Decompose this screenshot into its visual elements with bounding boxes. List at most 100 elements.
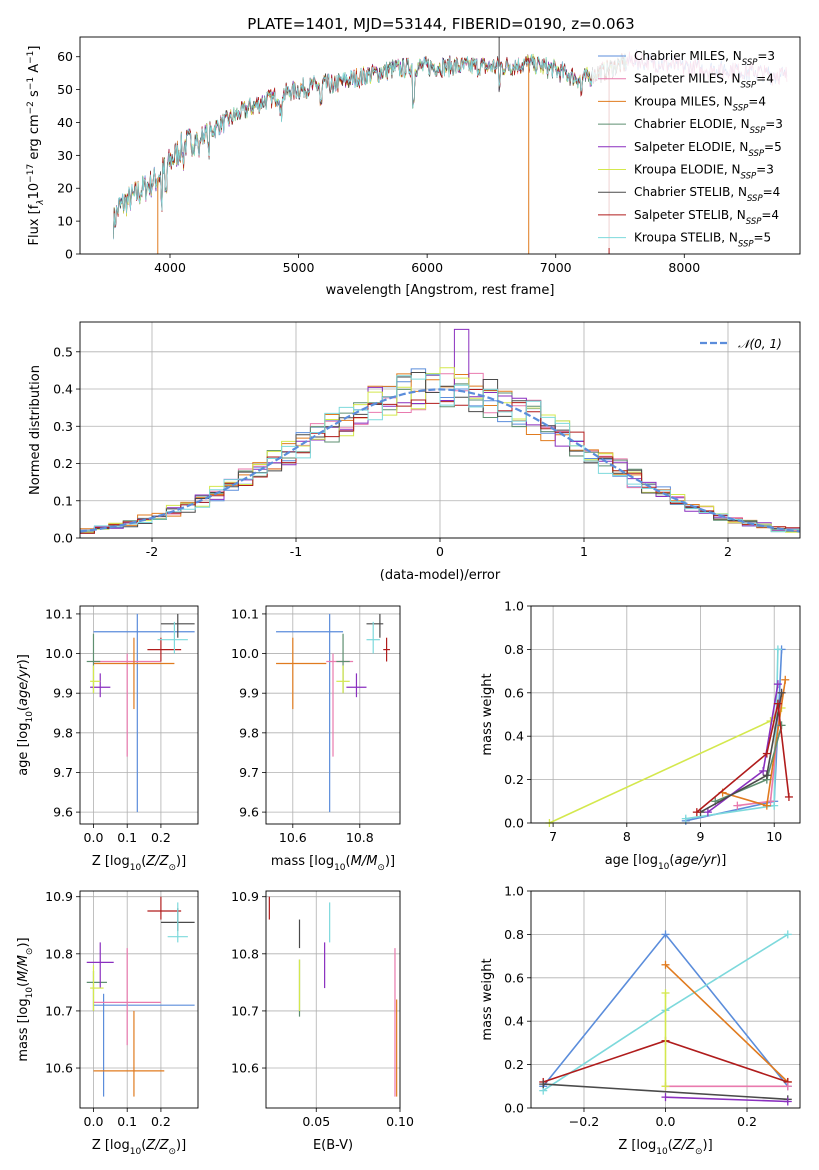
- mass-vs-Z-xlabel: Z [log10(Z/Z⊙)]: [92, 1138, 186, 1157]
- errorbar-point: [93, 653, 161, 757]
- weight-point-marker: [781, 675, 790, 684]
- normal-curve: [79, 388, 801, 533]
- legend-label: 𝒩(0, 1): [738, 337, 782, 351]
- weight-point-marker: [661, 960, 670, 969]
- histogram-series: [80, 367, 800, 533]
- y-tick-label: 0.2: [504, 772, 524, 787]
- weight-vs-age-axes: 7 8 9 10 0.0 0.2 0.4 0.6 0.8 1.0 age [log10(age/yr…: [480, 599, 800, 872]
- legend-box: [592, 44, 796, 248]
- axes-frame: [530, 890, 801, 1109]
- errorbar-point: [93, 637, 175, 710]
- errorbar-point: [167, 902, 188, 943]
- y-tick-label: 10.1: [231, 606, 259, 621]
- age-vs-mass-axes: 10.6 10.8 9.6 9.7 9.8 9.9 10.0 10.1 mass [log10(…: [231, 606, 400, 873]
- legend-label: Salpeter ELODIE, NSSP=5: [634, 140, 782, 159]
- weight-series-line: [543, 1083, 788, 1101]
- y-tick-label: 10.6: [231, 1061, 259, 1076]
- weight-series-line: [696, 703, 790, 813]
- x-tick-label: 0.1: [117, 830, 137, 845]
- x-tick-label: 5000: [283, 260, 315, 275]
- weight-point-marker: [777, 688, 786, 697]
- weight-vs-Z-xlabel: Z [log10(Z/Z⊙)]: [618, 1138, 712, 1157]
- errorbar-point: [93, 1010, 165, 1097]
- weight-vs-age-ylabel: mass weight: [480, 673, 495, 755]
- weight-point-marker: [692, 808, 701, 817]
- weight-series-line: [665, 1096, 788, 1103]
- legend-label: Chabrier MILES, NSSP=3: [634, 49, 775, 68]
- errorbar-point: [90, 665, 101, 694]
- y-tick-label: 10: [57, 214, 73, 229]
- x-tick-label: 10: [766, 829, 782, 844]
- y-tick-label: 10.9: [231, 889, 259, 904]
- x-tick-label: 0.2: [737, 1114, 757, 1129]
- weight-point-marker: [783, 1097, 792, 1106]
- y-tick-label: 10.7: [231, 1003, 259, 1018]
- y-tick-label: 0.1: [53, 493, 73, 508]
- axes-frame: [265, 890, 401, 1109]
- x-tick-label: 9: [697, 829, 705, 844]
- y-tick-label: 10.7: [45, 1003, 73, 1018]
- errorbar-point: [147, 637, 182, 662]
- y-tick-label: 9.9: [239, 686, 259, 701]
- weight-series-line: [664, 964, 789, 1083]
- errorbar-point: [276, 613, 344, 813]
- spectrum-legend: Chabrier MILES, NSSP=3 Salpeter MILES, NS…: [592, 44, 796, 250]
- x-tick-label: 2: [724, 544, 732, 559]
- weight-point-marker: [773, 699, 782, 708]
- errorbar-point: [157, 621, 188, 654]
- y-tick-label: 9.6: [53, 805, 73, 820]
- y-tick-label: 60: [57, 49, 73, 64]
- errorbar-point: [336, 665, 350, 694]
- legend-label: Chabrier STELIB, NSSP=4: [634, 185, 780, 204]
- x-tick-label: 0.0: [84, 830, 104, 845]
- x-tick-label: -1: [290, 544, 302, 559]
- y-tick-label: 0.2: [504, 1057, 524, 1072]
- y-tick-label: 0.8: [504, 927, 524, 942]
- weight-point-marker: [661, 1093, 670, 1102]
- weight-point-marker: [762, 771, 771, 780]
- y-tick-label: 0.4: [504, 729, 524, 744]
- weight-point-marker: [661, 988, 670, 997]
- weight-point-marker: [661, 1082, 670, 1091]
- axes-frame: [79, 890, 199, 1109]
- weight-vs-Z-ylabel: mass weight: [480, 958, 495, 1040]
- errorbar-point: [93, 613, 195, 813]
- y-tick-label: 9.6: [239, 805, 259, 820]
- errorbar-point: [160, 613, 195, 638]
- age-vs-Z-xlabel: Z [log10(Z/Z⊙)]: [92, 854, 186, 873]
- errorbar-point: [90, 965, 104, 1011]
- x-tick-label: 0.0: [84, 1114, 104, 1129]
- weight-point-marker: [773, 645, 782, 654]
- weight-vs-age-xlabel: age [log10(age/yr)]: [605, 853, 727, 872]
- y-tick-label: 0.6: [504, 685, 524, 700]
- x-tick-label: 10.8: [346, 830, 374, 845]
- figure-title: PLATE=1401, MJD=53144, FIBERID=0190, z=0…: [247, 15, 634, 33]
- y-tick-label: 10.1: [45, 606, 73, 621]
- weight-point-marker: [539, 1080, 548, 1089]
- weight-point-marker: [784, 792, 793, 801]
- y-tick-label: 9.7: [53, 765, 73, 780]
- errorbar-point: [366, 621, 380, 654]
- y-tick-label: 1.0: [504, 599, 524, 614]
- weight-point-marker: [783, 1082, 792, 1091]
- y-tick-label: 10.0: [231, 646, 259, 661]
- x-tick-label: 6000: [411, 260, 443, 275]
- spectrum-axes: 4000 5000 6000 7000 8000 0 10 20 30 40 50 60 Chabrie…: [26, 37, 796, 298]
- errorbar-point: [147, 896, 182, 920]
- y-tick-label: 0.0: [504, 1101, 524, 1116]
- legend-label: Chabrier ELODIE, NSSP=3: [634, 117, 783, 136]
- axes-frame: [265, 605, 401, 825]
- x-tick-label: 10.6: [279, 830, 307, 845]
- errorbar-point: [86, 942, 114, 989]
- x-tick-label: 0.2: [151, 830, 171, 845]
- y-tick-label: 10.6: [45, 1061, 73, 1076]
- errorbar-point: [366, 613, 384, 638]
- errorbar-point: [383, 637, 390, 662]
- y-tick-label: 9.8: [239, 725, 259, 740]
- mass-vs-EBV-xlabel: E(B-V): [313, 1138, 353, 1153]
- y-tick-label: 0.0: [504, 816, 524, 831]
- y-tick-label: 10.0: [45, 646, 73, 661]
- errorbar-point: [93, 948, 161, 1046]
